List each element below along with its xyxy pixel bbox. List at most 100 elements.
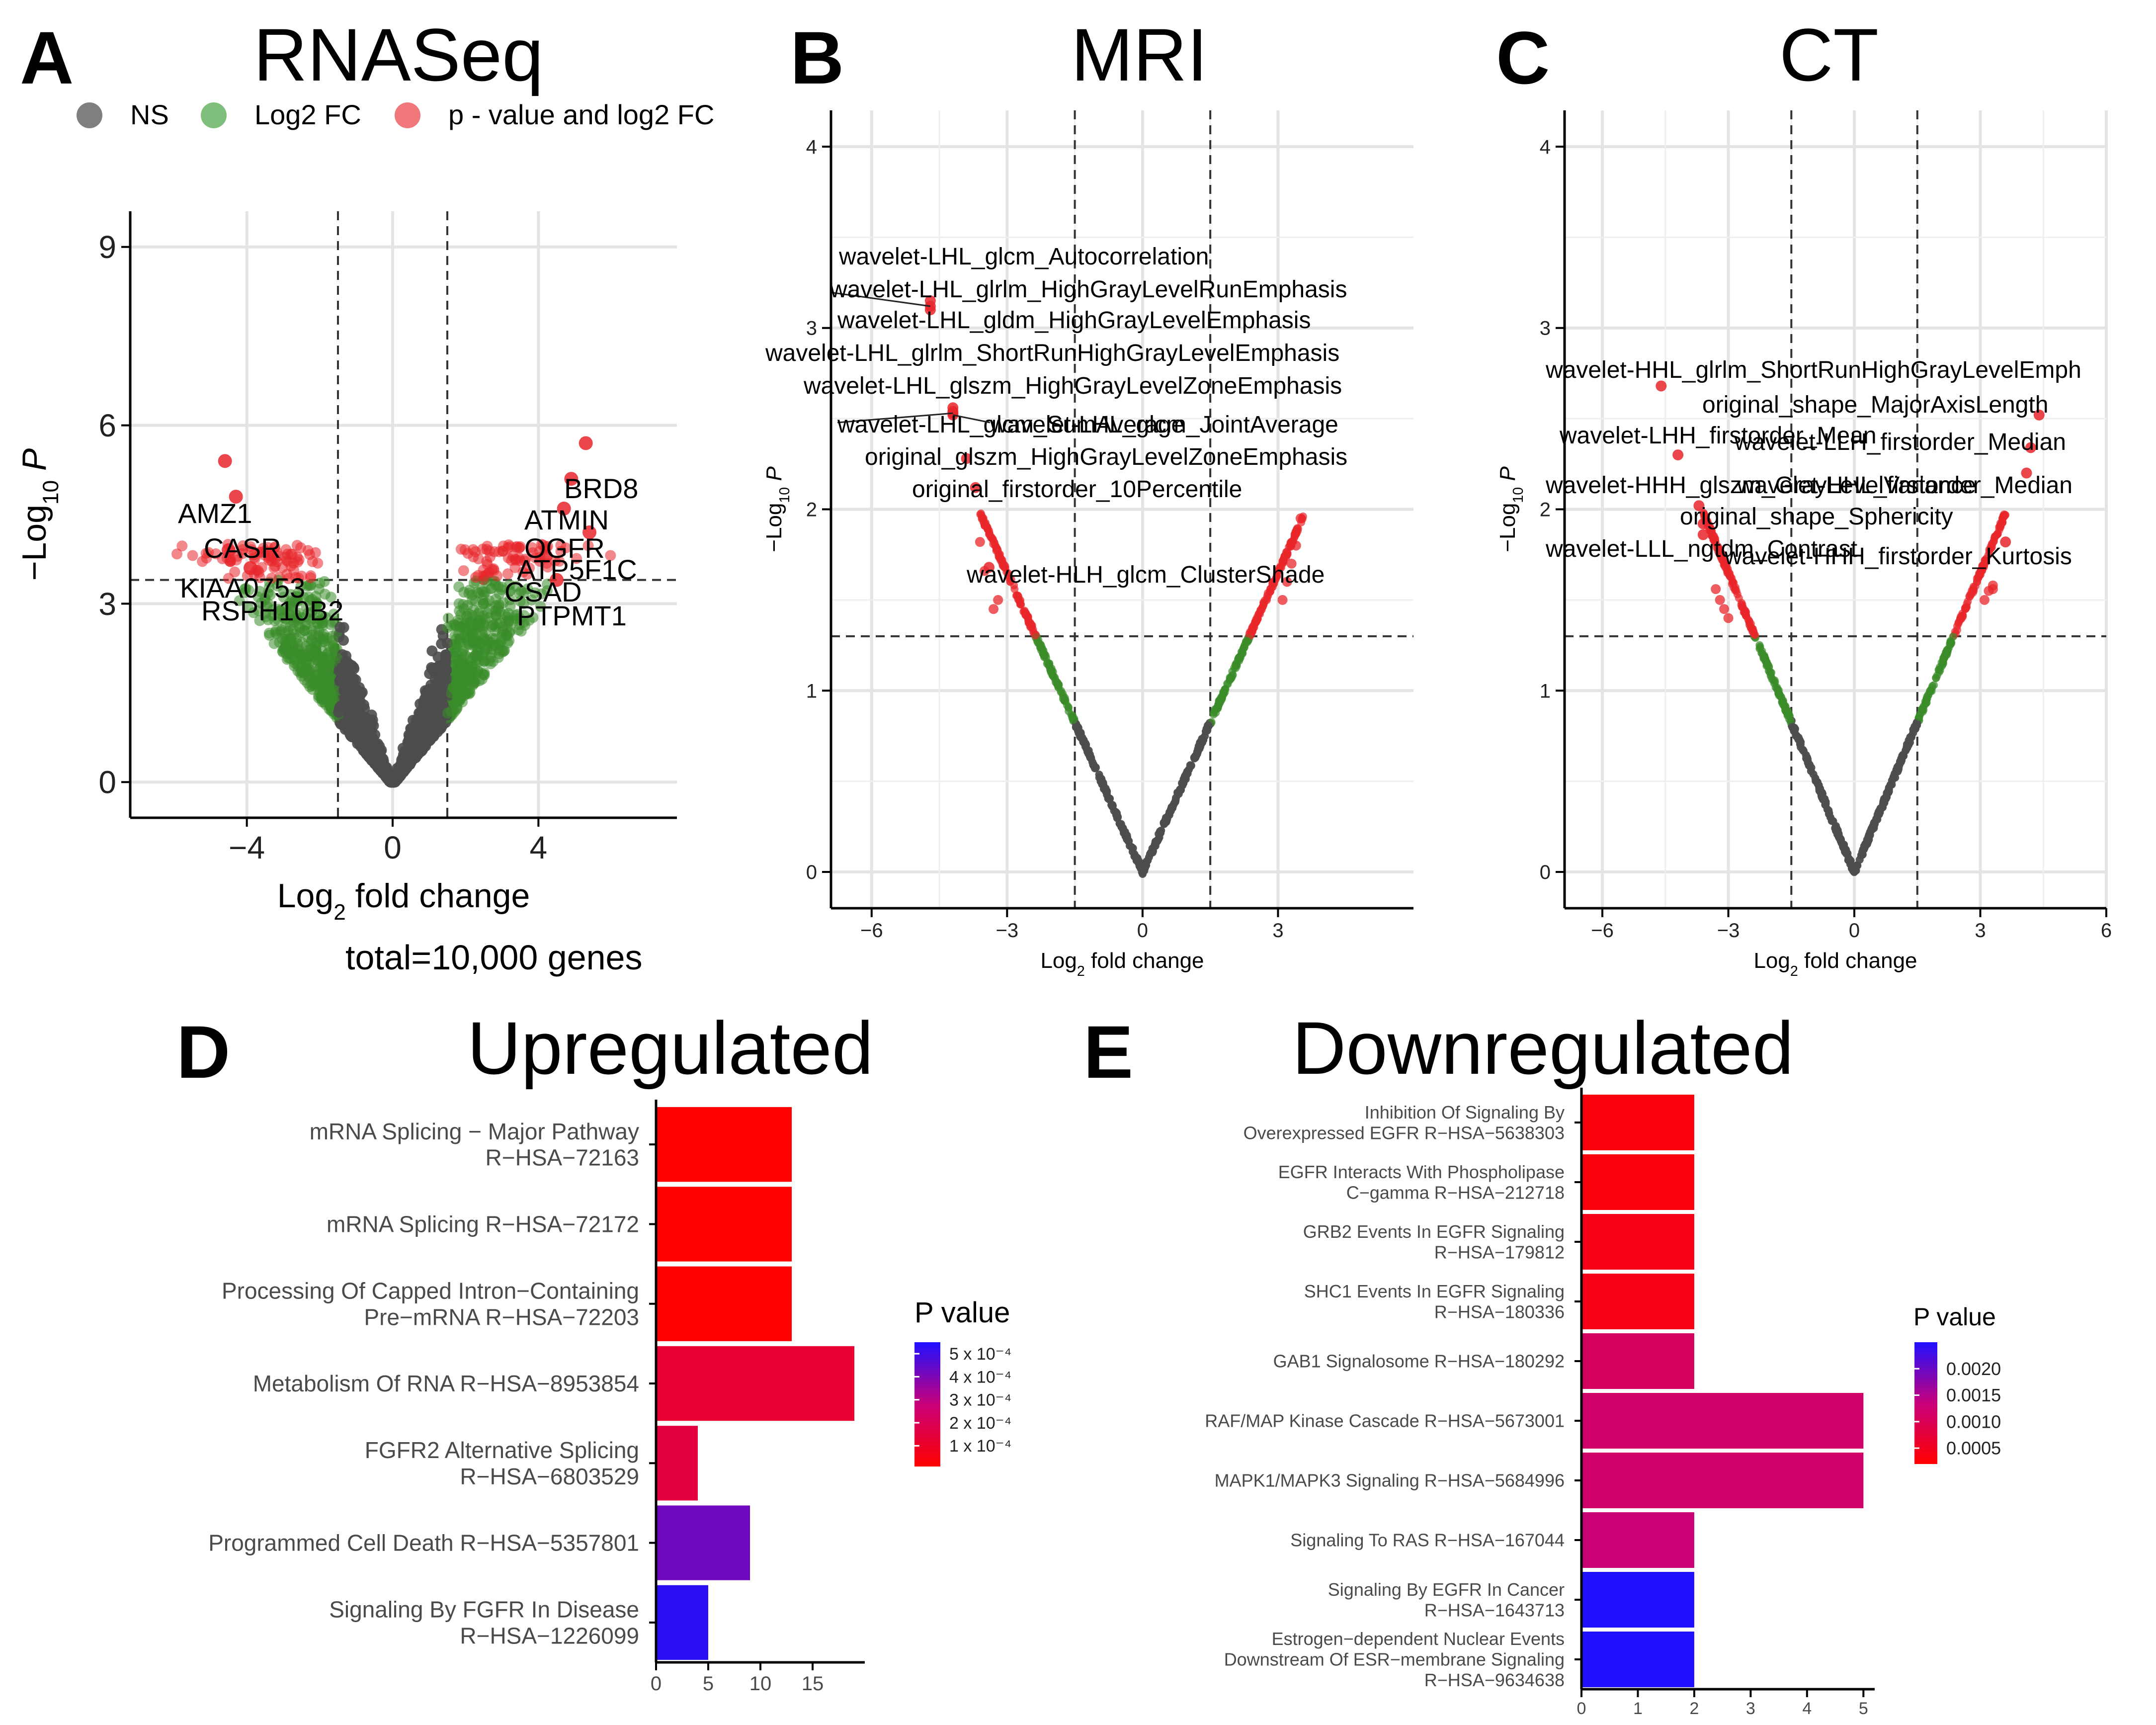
y-tick-label: 4 xyxy=(806,136,817,158)
gene-point xyxy=(229,566,241,578)
labeled-point xyxy=(222,543,236,557)
gene-point xyxy=(333,706,344,718)
bar-chart-downregulated: Inhibition Of Signaling By Overexpressed … xyxy=(1205,1088,1875,1718)
category-label: mRNA Splicing − Major Pathway R−HSA−72163 xyxy=(310,1119,639,1171)
gene-point xyxy=(461,610,473,622)
feature-point xyxy=(1936,663,1944,671)
feature-point xyxy=(1086,754,1094,762)
point-label: wavelet-LHL_glrlm_HighGrayLevelRunEmphas… xyxy=(829,276,1347,303)
colorbar-tick-label: 3 x 10⁻⁴ xyxy=(949,1391,1011,1410)
category-label: Programmed Cell Death R−HSA−5357801 xyxy=(208,1530,639,1556)
feature-point xyxy=(1853,862,1862,870)
gene-point xyxy=(422,720,434,731)
colorbar-title-d: P value xyxy=(914,1296,1010,1329)
feature-point xyxy=(1726,570,1734,578)
gene-point xyxy=(306,629,318,641)
gene-point xyxy=(522,583,533,595)
gene-point xyxy=(458,565,469,576)
feature-point xyxy=(1263,595,1271,603)
feature-point xyxy=(1886,780,1895,789)
colorbar-tick-label: 0.0015 xyxy=(1946,1385,2001,1405)
labeled-point xyxy=(218,454,232,468)
y-axis-title: −Log10 P xyxy=(762,466,793,552)
feature-point xyxy=(1023,613,1032,621)
feature-point xyxy=(1232,659,1241,668)
gene-point xyxy=(504,600,516,611)
gene-point xyxy=(310,669,322,681)
labeled-point xyxy=(229,490,243,504)
gene-point xyxy=(341,696,353,707)
feature-point xyxy=(1282,577,1292,587)
y-tick-label: 3 xyxy=(98,586,116,622)
gene-point xyxy=(171,548,183,560)
gene-point xyxy=(203,547,214,558)
point-label: wavelet-LHL_glcm_Autocorrelation xyxy=(838,244,1209,270)
feature-point xyxy=(1162,814,1171,823)
gene-point xyxy=(492,570,503,582)
feature-point xyxy=(1864,833,1873,841)
feature-point xyxy=(1943,646,1951,654)
category-label: Estrogen−dependent Nuclear Events Downstr… xyxy=(1224,1629,1565,1690)
x-tick-label: 1 xyxy=(1633,1699,1643,1718)
gene-point xyxy=(264,589,276,601)
feature-point xyxy=(1143,857,1151,865)
gene-point xyxy=(273,614,284,626)
panel-title-a: RNASeq xyxy=(253,13,544,96)
panel-title-d: Upregulated xyxy=(467,1006,873,1090)
gene-point xyxy=(340,656,351,668)
gene-point xyxy=(284,653,296,664)
feature-point xyxy=(1817,790,1825,798)
category-label: SHC1 Events In EGFR Signaling R−HSA−18033… xyxy=(1304,1281,1565,1322)
feature-point xyxy=(1859,845,1867,854)
bar xyxy=(656,1187,792,1262)
gene-point xyxy=(535,601,546,612)
gene-point xyxy=(280,639,292,651)
feature-point xyxy=(1880,798,1889,807)
feature-point xyxy=(1969,588,1978,597)
gene-point xyxy=(541,585,553,597)
category-label: EGFR Interacts With Phospholipase C−gamma… xyxy=(1278,1162,1565,1203)
feature-point xyxy=(1892,766,1901,774)
gene-point xyxy=(332,653,343,664)
gene-point xyxy=(334,621,346,633)
labeled-point xyxy=(557,502,571,516)
y-axis-title: −Log10 P xyxy=(1495,466,1526,552)
feature-point xyxy=(2001,511,2010,519)
category-label: Processing Of Capped Intron−Containing Pr… xyxy=(222,1278,639,1330)
gene-point xyxy=(288,564,299,576)
feature-point xyxy=(1266,585,1275,593)
feature-point xyxy=(989,604,999,614)
category-label: Metabolism Of RNA R−HSA−8953854 xyxy=(253,1371,639,1396)
feature-point xyxy=(1251,618,1260,627)
feature-point xyxy=(1964,597,1972,605)
labeled-point xyxy=(579,436,593,450)
feature-point xyxy=(1168,804,1177,812)
feature-point xyxy=(1027,620,1035,629)
feature-point xyxy=(1922,694,1931,703)
feature-point xyxy=(1850,868,1858,876)
gene-point xyxy=(187,550,198,561)
caption-total-genes: total=10,000 genes xyxy=(345,938,642,977)
feature-point xyxy=(1046,665,1054,674)
legend-ns-label: NS xyxy=(130,99,169,130)
labeled-point xyxy=(564,472,579,486)
gene-point xyxy=(440,649,452,661)
y-tick-label: 2 xyxy=(1540,499,1551,521)
labeled-point xyxy=(582,525,596,539)
feature-point xyxy=(1002,568,1011,576)
panel-letter-b: B xyxy=(790,16,844,99)
x-tick-label: 15 xyxy=(802,1673,824,1695)
y-tick-label: 4 xyxy=(1540,136,1551,158)
feature-point xyxy=(1061,697,1069,705)
bar xyxy=(656,1266,792,1341)
bar xyxy=(656,1585,708,1660)
feature-point xyxy=(1974,574,1983,582)
point-label: original_shape_MajorAxisLength xyxy=(1702,392,2048,418)
gene-point xyxy=(260,611,271,622)
x-axis-title: Log2 fold change xyxy=(1040,949,1204,979)
panel-title-c: CT xyxy=(1779,13,1879,96)
gene-point xyxy=(254,586,265,597)
x-tick-label: 0 xyxy=(1849,920,1860,942)
colorbar-tick-label: 0.0005 xyxy=(1946,1438,2001,1459)
feature-point xyxy=(1781,707,1790,715)
